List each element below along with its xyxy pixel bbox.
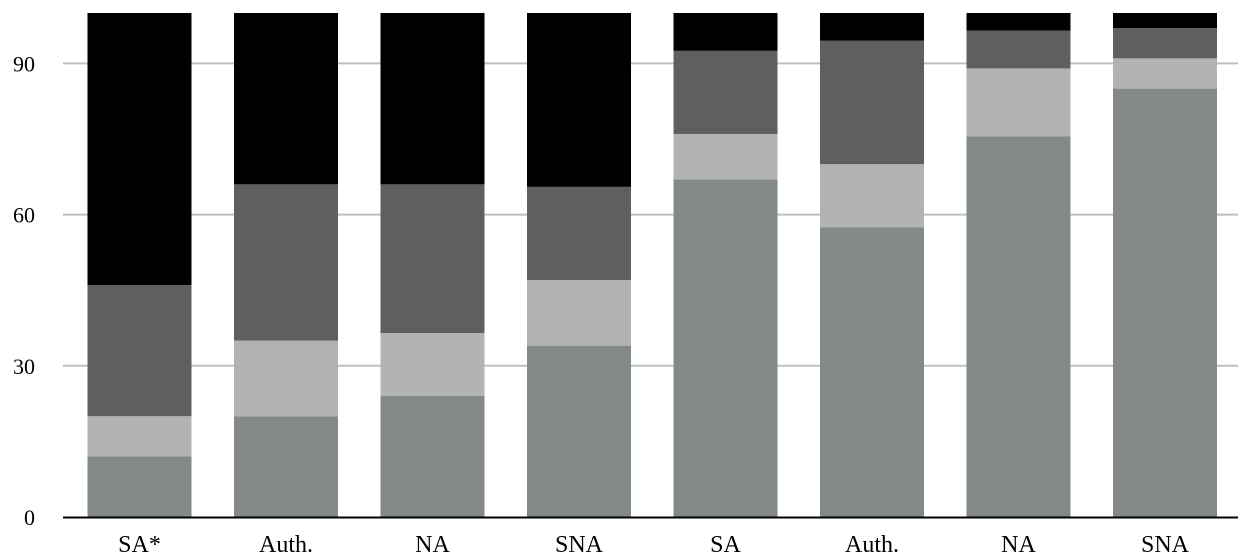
bar-segment — [87, 416, 192, 457]
x-tick-label: Auth. — [845, 532, 899, 558]
y-tick-label: 0 — [24, 505, 35, 530]
bar-segment — [820, 227, 924, 517]
bar-segment — [380, 13, 485, 185]
bar-segment — [87, 285, 192, 417]
x-tick-label: SNA — [1141, 532, 1190, 558]
bar-segment — [673, 133, 778, 180]
bar-segment — [234, 13, 338, 185]
bar-segment — [820, 13, 924, 41]
x-tick-labels: SA* Auth. NA SNA SA Auth. NA SNA — [118, 532, 1190, 558]
y-tick-label: 60 — [13, 203, 35, 228]
bar-segment — [1113, 13, 1217, 29]
bar-segment — [673, 13, 778, 51]
x-tick-label: Auth. — [259, 532, 313, 558]
bar-segment — [380, 184, 485, 334]
bar-segment — [966, 30, 1071, 69]
x-tick-label: NA — [415, 532, 450, 558]
bar-segment — [966, 13, 1071, 31]
bar-segment — [527, 13, 631, 187]
bar-segment — [1113, 28, 1217, 59]
bar-segment — [234, 184, 338, 341]
bar-segment — [527, 280, 631, 346]
bar-segment — [380, 333, 485, 397]
bar-segment — [966, 68, 1071, 137]
y-tick-label: 90 — [13, 51, 35, 76]
x-tick-label: SA — [710, 532, 741, 558]
y-tick-label: 30 — [13, 354, 35, 379]
bar-segment — [673, 50, 778, 134]
bar-segment — [820, 40, 924, 165]
bar-segment — [234, 416, 338, 517]
bars — [87, 13, 1217, 518]
bar-segment — [380, 396, 485, 517]
bar-segment — [527, 345, 631, 517]
x-tick-label: SA* — [118, 532, 161, 558]
bar-segment — [87, 13, 192, 286]
y-tick-labels: 0 30 60 90 — [13, 51, 35, 530]
bar-segment — [820, 164, 924, 228]
bar-segment — [234, 340, 338, 417]
bar-segment — [87, 456, 192, 517]
bar-segment — [1113, 58, 1217, 89]
x-tick-label: NA — [1001, 532, 1036, 558]
bar-segment — [527, 186, 631, 281]
bar-segment — [673, 179, 778, 517]
bar-segment — [1113, 88, 1217, 517]
bar-segment — [966, 136, 1071, 518]
x-tick-label: SNA — [555, 532, 604, 558]
